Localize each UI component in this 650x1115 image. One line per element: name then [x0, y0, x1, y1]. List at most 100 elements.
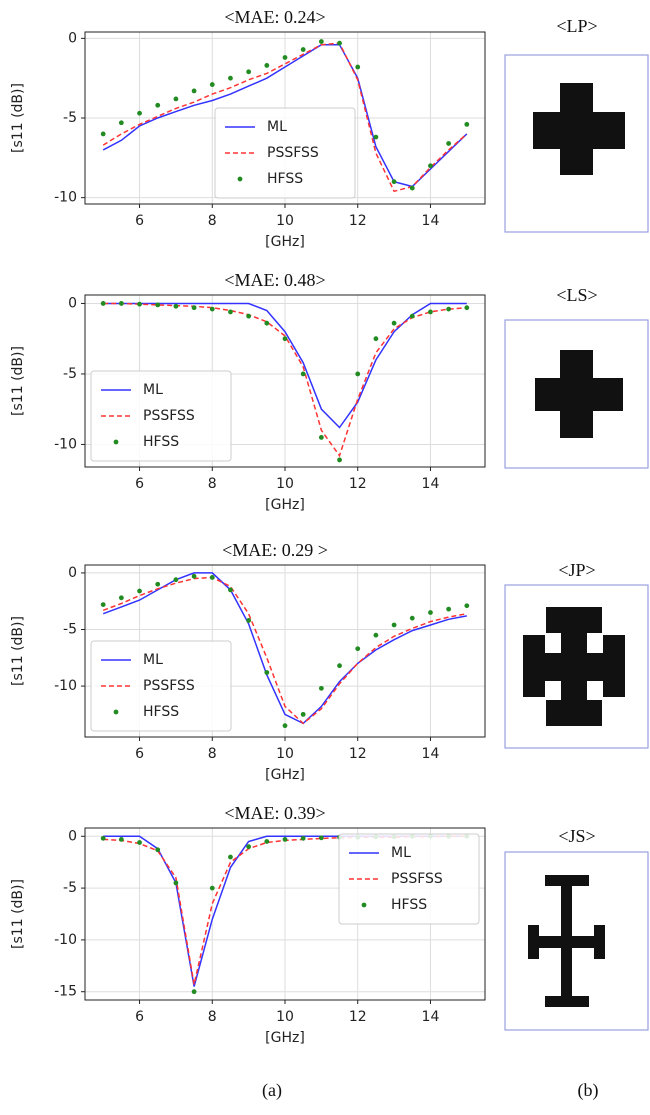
data-point: [209, 575, 215, 580]
legend-label: HFSS: [143, 704, 179, 720]
x-axis-label: [GHz]: [265, 234, 305, 250]
legend-label: ML: [143, 652, 163, 668]
plot-frame: [84, 294, 486, 468]
data-point: [446, 141, 452, 146]
y-axis-label: [s11 (dB)]: [10, 83, 26, 153]
data-point: [191, 305, 197, 311]
data-point: [137, 110, 142, 116]
data-point: [409, 313, 415, 319]
x-tick-label: 14: [422, 1009, 440, 1025]
data-point: [209, 306, 215, 312]
legend-marker: [237, 176, 243, 182]
x-tick-label: 12: [349, 1009, 367, 1025]
chart-title: <MAE: 0.29 >: [222, 540, 328, 560]
data-point: [264, 63, 270, 68]
legend-label: ML: [143, 382, 163, 398]
chart-title: <MAE: 0.24>: [224, 7, 325, 27]
y-tick-label: -10: [54, 436, 77, 452]
data-point: [246, 69, 252, 75]
y-tick-label: -5: [63, 366, 77, 382]
data-point: [191, 573, 197, 579]
data-point: [191, 989, 197, 995]
data-point: [100, 131, 106, 137]
data-point: [409, 185, 415, 191]
shape-label: <JP>: [558, 560, 595, 580]
x-tick-label: 10: [276, 746, 294, 762]
data-point: [173, 577, 179, 583]
data-point: [282, 723, 288, 729]
data-point: [373, 632, 379, 638]
y-axis-label: [s11 (dB)]: [10, 346, 26, 416]
data-point: [391, 622, 397, 628]
x-tick-label: 10: [276, 1009, 294, 1025]
x-tick-label: 8: [208, 213, 217, 229]
caption: (b): [578, 1080, 599, 1101]
data-point: [155, 847, 161, 853]
data-line: [103, 302, 467, 429]
x-tick-label: 8: [208, 1009, 217, 1025]
legend-label: PSSFSS: [143, 678, 195, 694]
data-point: [137, 840, 142, 845]
legend-label: ML: [267, 119, 287, 135]
data-point: [118, 595, 124, 601]
x-tick-label: 10: [276, 476, 294, 492]
data-point: [282, 336, 288, 342]
x-tick-label: 14: [422, 213, 440, 229]
y-tick-label: -5: [63, 622, 77, 638]
legend-marker: [361, 902, 367, 908]
data-point: [318, 39, 324, 44]
data-point: [155, 581, 161, 587]
x-axis-label: [GHz]: [265, 1030, 305, 1046]
data-point: [282, 55, 288, 60]
data-point: [100, 835, 106, 841]
data-point: [409, 615, 415, 621]
x-axis-label: [GHz]: [265, 497, 305, 513]
y-tick-label: 0: [68, 828, 77, 844]
x-axis-label: [GHz]: [265, 767, 305, 783]
data-point: [100, 301, 106, 306]
shape-label: <LS>: [556, 285, 597, 305]
data-point: [318, 835, 324, 841]
data-point: [355, 646, 361, 652]
y-axis-label: [s11 (dB)]: [10, 879, 26, 949]
x-tick-label: 12: [349, 476, 367, 492]
legend-label: HFSS: [143, 434, 179, 450]
data-point: [228, 854, 233, 860]
y-tick-label: -10: [54, 678, 77, 694]
x-tick-label: 6: [135, 746, 144, 762]
data-point: [191, 88, 197, 94]
data-line: [102, 43, 468, 188]
shape: [545, 996, 589, 1007]
data-point: [228, 75, 233, 81]
data-point: [228, 587, 233, 593]
data-point: [118, 301, 124, 306]
data-point: [264, 670, 270, 675]
data-point: [100, 602, 106, 608]
data-point: [246, 618, 252, 623]
legend-box: [90, 640, 232, 732]
legend-box: [338, 833, 480, 925]
data-point: [428, 309, 433, 315]
shape-label: <LP>: [556, 16, 597, 36]
data-point: [300, 711, 306, 717]
data-point: [373, 134, 379, 140]
shape: [603, 635, 625, 697]
x-tick-label: 8: [208, 746, 217, 762]
shape: [594, 925, 605, 959]
data-point: [391, 320, 397, 326]
y-tick-label: -5: [63, 110, 77, 126]
data-point: [373, 336, 379, 342]
data-point: [446, 306, 452, 312]
shape: [523, 635, 545, 697]
data-point: [464, 603, 470, 609]
data-point: [337, 663, 342, 669]
y-axis-label: [s11 (dB)]: [10, 616, 26, 686]
x-tick-label: 12: [349, 746, 367, 762]
legend-box: [214, 107, 356, 199]
shape: [545, 875, 589, 886]
x-tick-label: 14: [422, 746, 440, 762]
legend-box: [90, 370, 232, 462]
data-point: [300, 835, 306, 841]
data-line: [102, 576, 467, 725]
caption: (a): [262, 1080, 282, 1101]
